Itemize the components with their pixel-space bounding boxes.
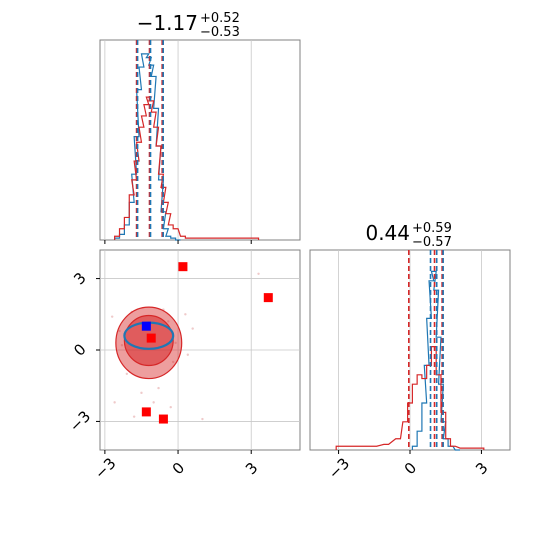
panel-2-sample-point-0 — [118, 329, 121, 333]
panel-3-series-1-step — [335, 346, 485, 450]
panel-2-marker-2 — [146, 333, 156, 343]
panel-1-data — [104, 40, 260, 244]
panel-2-marker-4 — [158, 414, 168, 424]
panel-2-xtick-label-0: −3 — [91, 454, 119, 482]
panel-3-xtick-label-1: 0 — [401, 459, 420, 478]
panel-2-marker-5 — [141, 321, 151, 331]
panel-3-data — [335, 250, 485, 451]
panel-2-sample-point-18 — [110, 315, 114, 318]
panel-3-series-0-step — [411, 270, 460, 451]
panel-2-sample-point-13 — [201, 417, 204, 421]
panel-1-title-plus: +0.52 — [200, 11, 240, 26]
panel-bottom-left-scatter: −3 0 3 −3 0 3 — [66, 249, 301, 483]
panel-1-series-0-step — [114, 53, 181, 241]
panel-1-series-1-step — [114, 96, 260, 240]
panel-2-xtick-label-2: 3 — [242, 459, 261, 478]
panel-2-sample-point-9 — [140, 391, 143, 395]
panel-2-ticks: −3 0 3 −3 0 3 — [66, 269, 262, 483]
panel-2-sample-point-7 — [169, 405, 172, 409]
panel-2-ytick-label-1: 0 — [70, 340, 89, 359]
panel-2-sample-point-2 — [167, 320, 170, 323]
panel-2-sample-point-16 — [132, 415, 136, 418]
panel-3-title-plus: +0.59 — [412, 221, 452, 236]
panel-2-xtick-label-1: 0 — [169, 459, 188, 478]
panel-2-marker-1 — [263, 293, 273, 303]
panel-2-marker-3 — [141, 407, 151, 417]
panel-2-data — [100, 250, 300, 450]
panel-top-left-histogram: −1.17 +0.52 −0.53 — [99, 11, 301, 244]
panel-2-sample-point-14 — [257, 272, 260, 276]
panel-2-sample-point-10 — [157, 386, 160, 390]
panel-1-frame — [99, 39, 301, 241]
panel-2-sample-point-1 — [125, 372, 129, 376]
panel-2-sample-point-3 — [171, 360, 175, 364]
panel-3-xtick-label-0: −3 — [325, 454, 353, 482]
panel-2-sample-point-6 — [113, 401, 116, 404]
panel-3-title-value: 0.44 — [365, 221, 410, 245]
panel-2-sample-point-17 — [174, 341, 177, 345]
panel-3-title-minus: −0.57 — [412, 235, 452, 250]
panel-2-sample-point-15 — [152, 401, 155, 404]
panel-2-sample-point-19 — [191, 327, 194, 330]
panel-2-ytick-label-2: 3 — [70, 269, 89, 288]
panel-2-marker-0 — [178, 262, 188, 272]
panel-2-sample-point-12 — [186, 353, 190, 356]
panel-2-sample-point-8 — [184, 313, 187, 316]
panel-2-sample-point-11 — [120, 344, 124, 347]
panel-1-title-value: −1.17 — [137, 11, 198, 35]
panel-bottom-right-histogram: 0.44 +0.59 −0.57 −3 0 3 — [309, 221, 511, 483]
panel-3-ticks: −3 0 3 — [325, 450, 492, 483]
panel-1-title-minus: −0.53 — [200, 25, 240, 40]
panel-3-xtick-label-2: 3 — [472, 459, 491, 478]
panel-2-ytick-label-0: −3 — [66, 407, 94, 435]
